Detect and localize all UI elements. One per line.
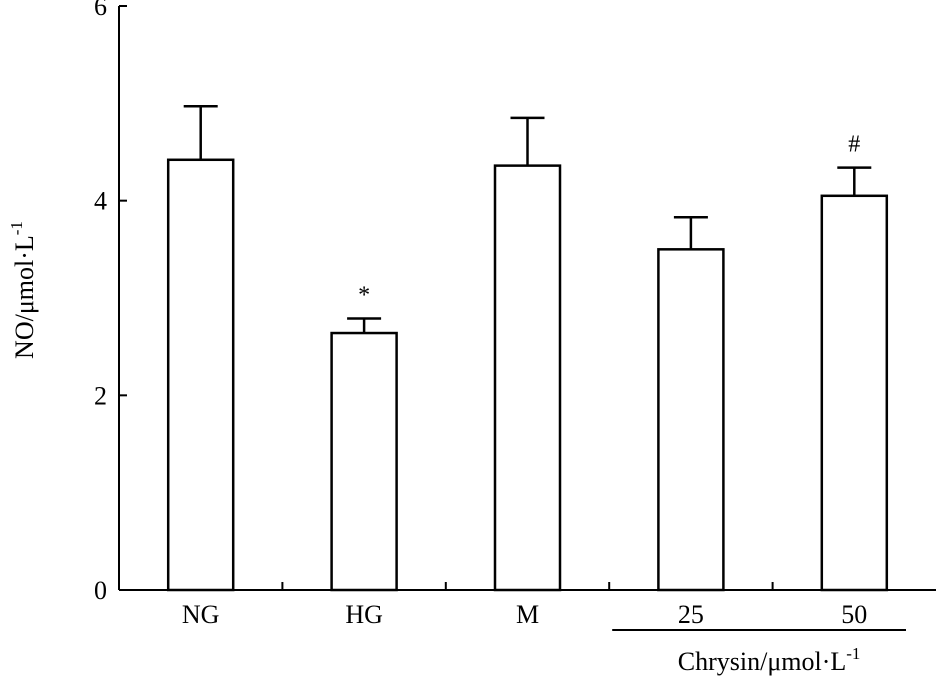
group-label-superscript: -1 [846,644,860,663]
y-axis-label-text: NO/μmol·L [10,235,39,359]
y-tick-label: 6 [94,0,107,21]
bar-25 [657,248,725,592]
bar-ng [166,158,235,592]
group-label-text: Chrysin/μmol·L [678,647,847,676]
x-tick-label-50: 50 [841,600,867,629]
labels: NG * HG M 25 #50 Chrysin/μmol·L-1 [182,132,906,676]
bar-m [493,164,562,592]
bar-50 [820,194,889,592]
y-tick-label: 2 [94,381,107,410]
significance-marker: # [848,132,860,158]
x-tick-label-ng: NG [182,600,220,629]
x-tick-label-hg: HG [345,600,383,629]
group-label: Chrysin/μmol·L-1 [678,644,861,676]
y-tick-label: 4 [94,187,107,216]
y-tick-label: 0 [94,576,107,605]
x-tick-label-m: M [516,600,539,629]
bars [166,105,889,592]
y-axis-label-superscript: -1 [7,221,26,235]
x-tick-label-25: 25 [678,600,704,629]
axes: 0 2 4 6 [94,0,936,605]
y-axis-label: NO/μmol·L-1 [7,221,39,359]
significance-marker: * [358,282,370,308]
bar-hg [330,331,398,592]
